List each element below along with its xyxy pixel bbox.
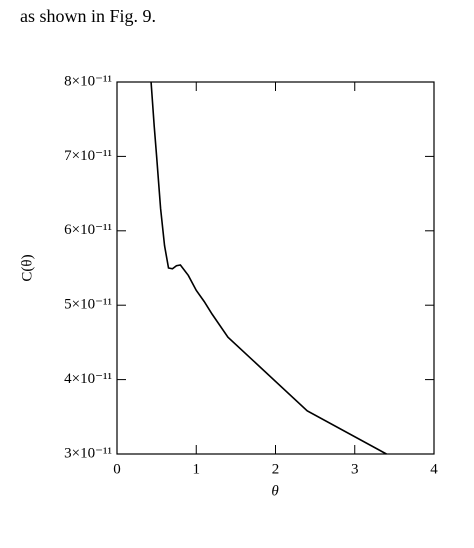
data-line [150,81,387,455]
x-tick-label: 1 [193,461,201,477]
x-axis-label: θ [271,483,279,499]
y-tick-label: 3×10⁻¹¹ [64,445,112,461]
x-tick-label: 3 [351,461,359,477]
x-tick-label: 0 [113,461,121,477]
y-tick-label: 7×10⁻¹¹ [64,148,112,164]
y-axis-label: C(θ) [19,254,35,281]
y-tick-label: 8×10⁻¹¹ [64,73,112,89]
x-tick-label: 2 [272,461,280,477]
y-tick-label: 6×10⁻¹¹ [64,222,112,238]
body-text: as shown in Fig. 9. [20,6,156,26]
y-tick-label: 5×10⁻¹¹ [64,297,112,313]
y-tick-label: 4×10⁻¹¹ [64,371,112,387]
plot-frame [116,81,435,455]
x-tick-label: 4 [430,461,438,477]
